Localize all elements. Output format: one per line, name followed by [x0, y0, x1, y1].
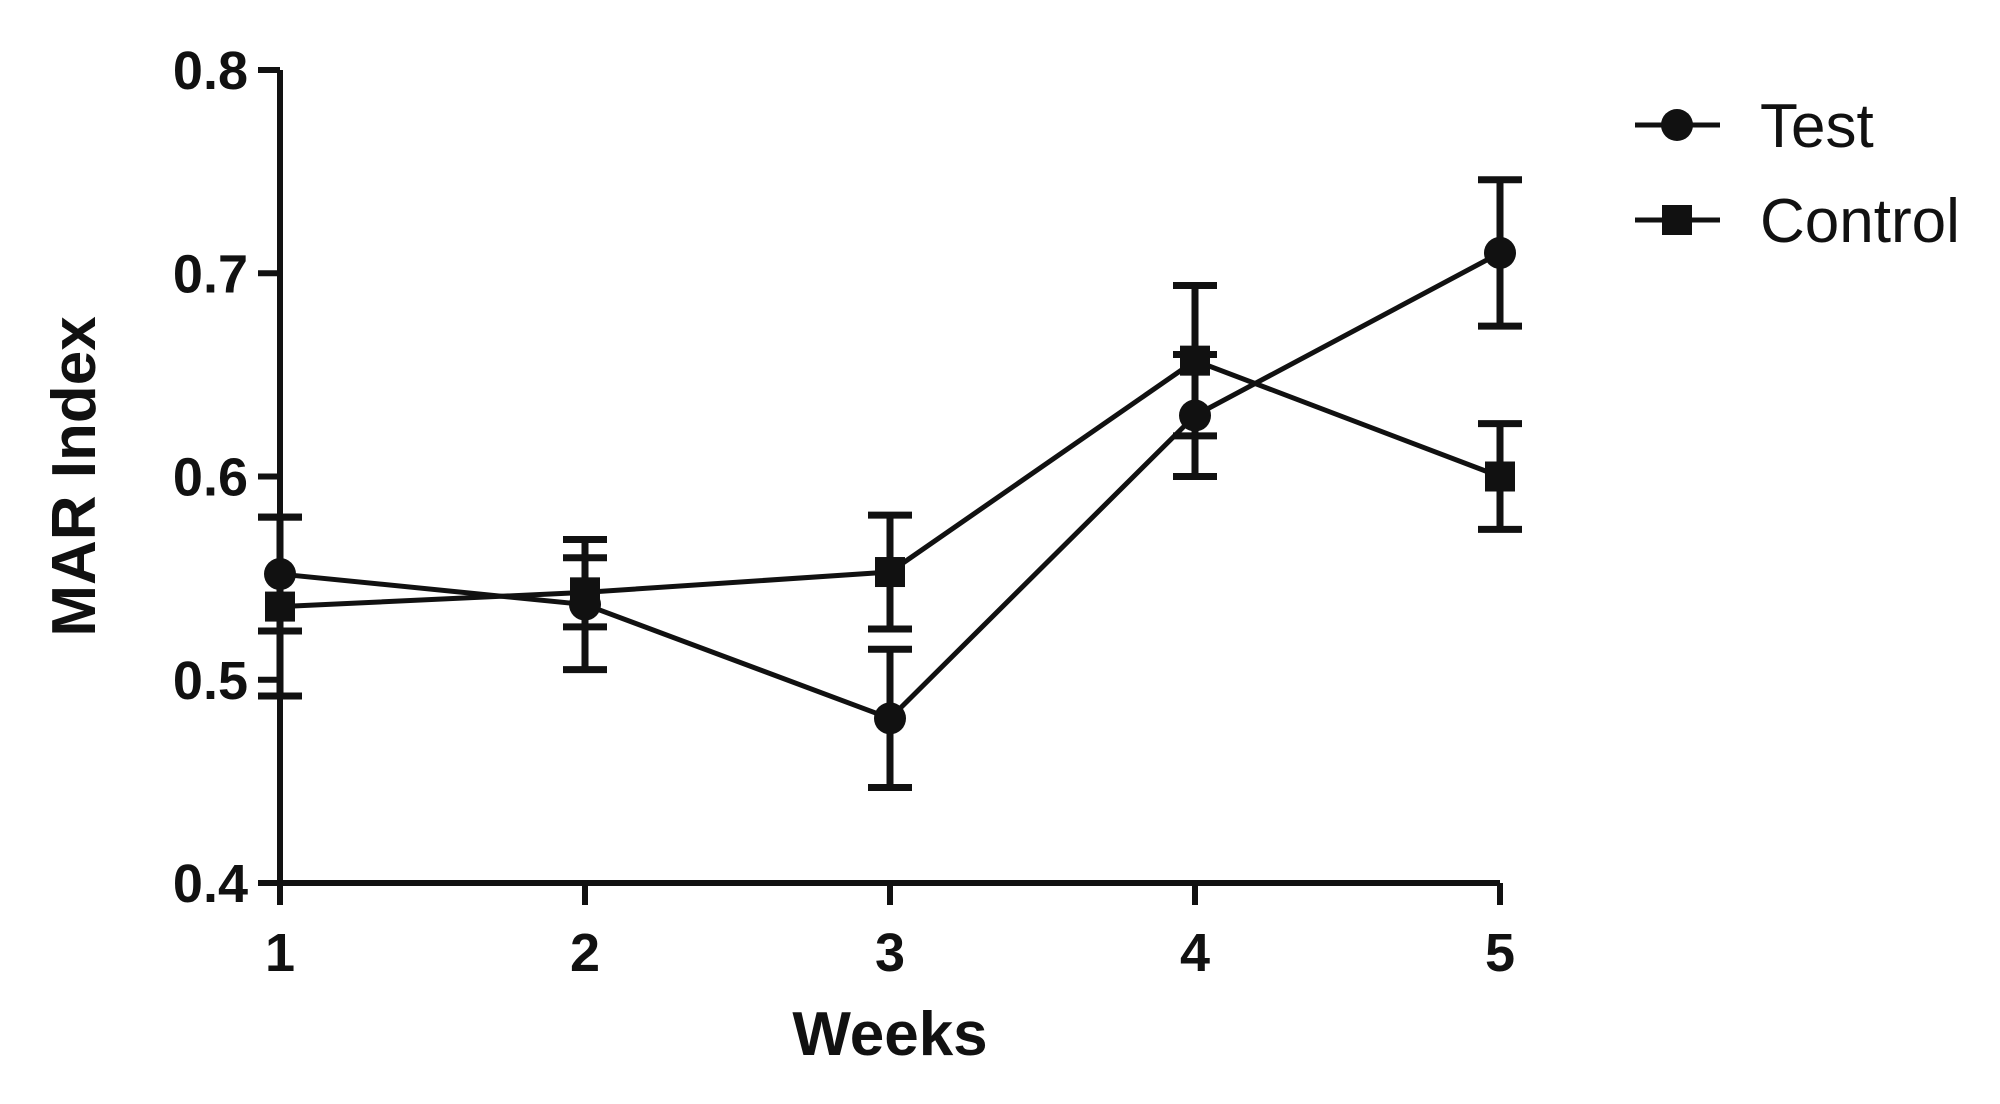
y-tick-label: 0.5	[173, 651, 248, 711]
series-test	[258, 176, 1522, 791]
legend-item-test: Test	[1635, 92, 1874, 161]
x-axis-title: Weeks	[792, 1000, 987, 1069]
legend-marker-circle	[1661, 109, 1693, 141]
x-tick-label: 2	[570, 923, 600, 983]
y-tick-label: 0.4	[173, 854, 248, 914]
data-point-control	[570, 577, 600, 608]
x-tick-label: 3	[875, 923, 905, 983]
data-point-control	[1485, 461, 1515, 492]
legend-item-control: Control	[1635, 187, 1960, 256]
data-point-test	[874, 702, 906, 735]
legend-label-test: Test	[1760, 92, 1874, 161]
y-tick-label: 0.7	[173, 244, 248, 304]
data-point-control	[875, 557, 905, 588]
x-tick-label: 1	[265, 923, 295, 983]
y-tick-label: 0.8	[173, 41, 248, 101]
data-point-test	[1484, 236, 1516, 269]
legend-marker-square	[1662, 205, 1692, 235]
series-group	[258, 176, 1522, 791]
data-point-control	[265, 591, 295, 622]
series-control	[258, 281, 1522, 700]
x-ticks: 1 2 3 4 5	[265, 883, 1515, 983]
x-tick-label: 4	[1180, 923, 1210, 983]
y-tick-label: 0.6	[173, 448, 248, 508]
y-ticks: 0.4 0.5 0.6 0.7 0.8	[173, 41, 280, 914]
x-tick-label: 5	[1485, 923, 1515, 983]
y-axis-title: MAR Index	[40, 316, 109, 637]
data-point-control	[1180, 345, 1210, 376]
legend: Test Control	[1635, 92, 1960, 256]
legend-label-control: Control	[1760, 187, 1960, 256]
